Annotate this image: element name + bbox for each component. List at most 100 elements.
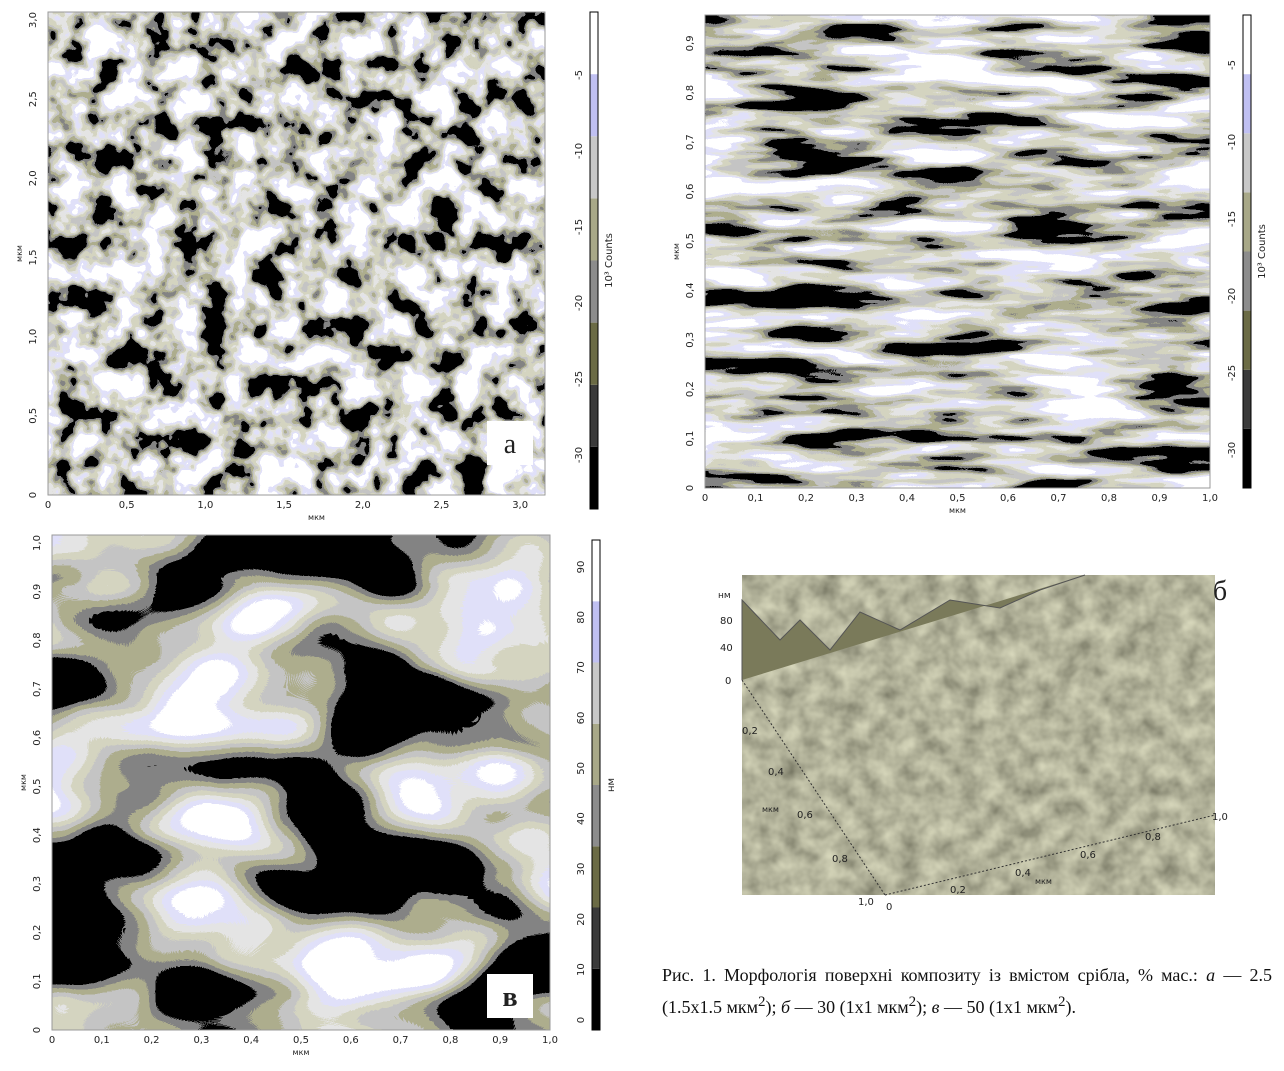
y-tick-label: 0 xyxy=(685,485,696,491)
x-tick-label: 2,0 xyxy=(355,500,371,511)
panel-letter: в xyxy=(502,982,517,1013)
y-tick-label: 0,8 xyxy=(832,854,848,865)
y-tick-label: 3,0 xyxy=(28,12,39,28)
colorbar-band xyxy=(590,198,598,260)
y-tick-label: 0,2 xyxy=(685,381,696,397)
colorbar-band xyxy=(1243,252,1251,311)
y-tick-label: 1,5 xyxy=(28,250,39,266)
colorbar-band xyxy=(592,663,600,724)
y-tick-label: 0,1 xyxy=(685,431,696,447)
colorbar-band xyxy=(590,385,598,447)
panel-letter: а xyxy=(504,429,517,460)
item-text: — 30 (1x1 мкм xyxy=(795,997,909,1017)
x-tick-label: 0,5 xyxy=(293,1035,309,1046)
y-tick-label: 0,8 xyxy=(685,85,696,101)
item-sup: 2 xyxy=(758,994,766,1010)
y-tick-label: 1,0 xyxy=(28,329,39,345)
colorbar-tick: -20 xyxy=(1227,288,1238,304)
afm-image xyxy=(705,15,1210,488)
caption: Рис. 1. Морфологія поверхні композиту із… xyxy=(662,962,1272,1021)
colorbar-tick: -10 xyxy=(1227,134,1238,150)
item-sup: 2 xyxy=(909,994,917,1010)
colorbar-label: 10³ Counts xyxy=(604,233,615,288)
colorbar-tick: 40 xyxy=(576,812,587,825)
item-letter: в xyxy=(932,997,940,1017)
x-tick-label: 0,2 xyxy=(950,885,966,896)
x-tick-label: 1,5 xyxy=(276,500,292,511)
item-end: ); xyxy=(916,997,927,1017)
item-letter: а xyxy=(1206,965,1215,985)
y-tick-label: 0,5 xyxy=(685,233,696,249)
y-tick-label: 0,6 xyxy=(685,184,696,200)
y-tick-label: 0 xyxy=(28,492,39,498)
colorbar-tick: -30 xyxy=(574,447,585,463)
colorbar-tick: 60 xyxy=(576,712,587,725)
afm-image xyxy=(52,535,550,1030)
colorbar-band xyxy=(1243,370,1251,429)
colorbar-band xyxy=(1243,133,1251,192)
colorbar-band xyxy=(590,323,598,385)
y-axis-label: мкм xyxy=(15,245,24,262)
colorbar-tick: -10 xyxy=(574,143,585,159)
surface xyxy=(742,575,1215,895)
colorbar-tick: 50 xyxy=(576,762,587,775)
y-tick-label: 0,7 xyxy=(685,134,696,150)
x-tick-label: 0,4 xyxy=(243,1035,259,1046)
x-tick-label: 1,0 xyxy=(1202,493,1218,504)
figure-graphics: 00,51,01,52,02,53,0мкм00,51,01,52,02,53,… xyxy=(0,0,1284,1071)
y-tick-label: 2,0 xyxy=(28,170,39,186)
colorbar-tick: -30 xyxy=(1227,442,1238,458)
x-tick-label: 0,2 xyxy=(144,1035,160,1046)
y-tick-label: 0,1 xyxy=(32,973,43,989)
y-tick-label: 0,5 xyxy=(28,408,39,424)
item-end: ). xyxy=(1065,997,1076,1017)
z-tick-label: 80 xyxy=(720,616,733,627)
colorbar-band xyxy=(1243,429,1251,488)
colorbar-band xyxy=(1243,74,1251,133)
figure: 00,51,01,52,02,53,0мкм00,51,01,52,02,53,… xyxy=(0,0,1284,1071)
x-tick-label: 3,0 xyxy=(512,500,528,511)
item-text: — 50 (1x1 мкм xyxy=(944,997,1058,1017)
colorbar-tick: 10 xyxy=(576,963,587,976)
colorbar-tick: 30 xyxy=(576,863,587,876)
y-tick-label: 0,3 xyxy=(32,876,43,892)
x-axis-label: мкм xyxy=(949,506,966,515)
caption-prefix: Рис. 1. xyxy=(662,965,716,985)
y-tick-label: 0,8 xyxy=(32,632,43,648)
x-tick-label: 0,6 xyxy=(1000,493,1016,504)
colorbar-label: 10³ Counts xyxy=(1257,224,1268,279)
colorbar-band xyxy=(590,447,598,509)
x-tick-label: 0,3 xyxy=(849,493,865,504)
colorbar-tick: -5 xyxy=(574,70,585,80)
y-tick-label: 0,2 xyxy=(32,925,43,941)
colorbar-tick: 0 xyxy=(576,1017,587,1023)
y-tick-label: 0,7 xyxy=(32,681,43,697)
colorbar-band xyxy=(592,601,600,662)
x-tick-label: 0 xyxy=(45,500,51,511)
colorbar-tick: -15 xyxy=(574,219,585,235)
x-tick-label: 0,1 xyxy=(748,493,764,504)
x-tick-label: 0,3 xyxy=(193,1035,209,1046)
colorbar-band xyxy=(592,969,600,1030)
x-tick-label: 0,9 xyxy=(1152,493,1168,504)
x-tick-label: 1,0 xyxy=(542,1035,558,1046)
y-axis-label: мкм xyxy=(762,805,779,814)
item-end: ); xyxy=(766,997,777,1017)
colorbar-tick: 80 xyxy=(576,611,587,624)
y-tick-label: 1,0 xyxy=(32,535,43,551)
y-tick-label: 0 xyxy=(32,1027,43,1033)
afm-image xyxy=(48,12,545,495)
x-tick-label: 0,8 xyxy=(1101,493,1117,504)
colorbar-band xyxy=(590,12,598,74)
x-tick-label: 0,2 xyxy=(798,493,814,504)
colorbar-tick: 90 xyxy=(576,561,587,574)
x-tick-label: 0,6 xyxy=(1080,850,1096,861)
y-axis-label: мкм xyxy=(672,243,681,260)
colorbar-band xyxy=(590,136,598,198)
z-tick-label: 0 xyxy=(725,676,731,687)
y-tick-label: 0,5 xyxy=(32,779,43,795)
y-tick-label: 0,6 xyxy=(32,730,43,746)
y-tick-label: 0,9 xyxy=(685,35,696,51)
caption-item: в — 50 (1x1 мкм2). xyxy=(932,997,1076,1017)
y-tick-label: 0,4 xyxy=(768,767,784,778)
